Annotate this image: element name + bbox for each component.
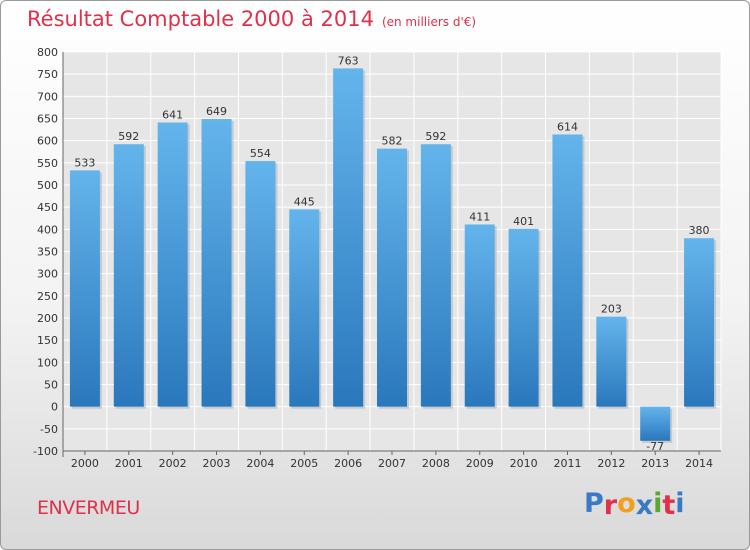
bar-value-label: 533 <box>74 156 95 169</box>
bar-2006 <box>333 68 364 407</box>
bar-2010 <box>508 228 539 407</box>
logo-letter: i <box>675 488 685 519</box>
y-tick-label: 50 <box>44 379 58 392</box>
y-tick-label: 100 <box>37 356 58 369</box>
x-tick-label: 2000 <box>71 457 99 470</box>
y-tick-label: 150 <box>37 334 58 347</box>
x-tick-label: 2007 <box>378 457 406 470</box>
chart-title-text: Résultat Comptable 2000 à 2014 <box>27 7 374 31</box>
y-tick-label: 300 <box>37 268 58 281</box>
x-tick-label: 2010 <box>510 457 538 470</box>
logo-letter: P <box>584 488 604 519</box>
x-tick-label: 2001 <box>115 457 143 470</box>
bar-value-label: 411 <box>469 210 490 223</box>
commune-name: ENVERMEU <box>37 497 140 519</box>
y-tick-label: -100 <box>33 445 58 458</box>
x-tick-label: 2014 <box>685 457 713 470</box>
x-tick-label: 2002 <box>159 457 187 470</box>
logo-letter: o <box>617 488 636 519</box>
bar-value-label: 554 <box>250 147 271 160</box>
y-tick-label: 500 <box>37 179 58 192</box>
y-tick-label: 450 <box>37 201 58 214</box>
bars <box>69 68 717 443</box>
bar-2000 <box>69 170 100 407</box>
bar-2008 <box>420 144 451 407</box>
bar-2013 <box>640 406 671 441</box>
bar-2005 <box>289 209 320 407</box>
y-tick-label: 750 <box>37 68 58 81</box>
y-tick-label: 700 <box>37 90 58 103</box>
bar-value-label: 614 <box>557 120 578 133</box>
chart-title: Résultat Comptable 2000 à 2014 (en millie… <box>27 7 476 31</box>
bar-value-label: 203 <box>601 303 622 316</box>
x-tick-label: 2013 <box>641 457 669 470</box>
bar-2009 <box>464 224 495 407</box>
bar-value-label: 641 <box>162 108 183 121</box>
x-tick-label: 2012 <box>597 457 625 470</box>
x-tick-label: 2005 <box>290 457 318 470</box>
x-tick-label: 2004 <box>246 457 274 470</box>
logo-letter: x <box>635 490 654 521</box>
bar-value-label: 592 <box>425 130 446 143</box>
bar-value-label: 380 <box>689 224 710 237</box>
y-tick-label: 200 <box>37 312 58 325</box>
x-tick-label: 2009 <box>466 457 494 470</box>
bar-2003 <box>201 118 232 407</box>
x-tick-label: 2006 <box>334 457 362 470</box>
labels: -100 -50 0 50 100 150 200 250 300 350 400 450 500 550… <box>33 46 713 470</box>
x-tick-label: 2003 <box>203 457 231 470</box>
bar-value-label: 592 <box>118 130 139 143</box>
bar-value-label: 649 <box>206 105 227 118</box>
y-tick-label: 600 <box>37 135 58 148</box>
bar-value-label: 401 <box>513 215 534 228</box>
logo-letter: r <box>603 490 618 521</box>
y-tick-label: 550 <box>37 157 58 170</box>
bar-2014 <box>684 238 715 407</box>
bar-value-label: 582 <box>382 135 403 148</box>
y-tick-label: 350 <box>37 246 58 259</box>
x-tick-label: 2008 <box>422 457 450 470</box>
y-tick-label: -50 <box>40 423 58 436</box>
bar-2001 <box>113 144 144 407</box>
bar-2004 <box>245 161 276 407</box>
bar-2012 <box>596 316 627 407</box>
proxiti-logo: Proxiti <box>584 488 685 521</box>
y-tick-label: 800 <box>37 46 58 59</box>
bar-2011 <box>552 134 583 407</box>
y-tick-label: 250 <box>37 290 58 303</box>
bar-2007 <box>377 148 407 407</box>
bar-value-label: 445 <box>294 195 315 208</box>
axes <box>62 52 721 457</box>
y-tick-label: 650 <box>37 113 58 126</box>
bar-value-label: -77 <box>646 440 664 453</box>
bar-2002 <box>157 122 188 407</box>
chart-subtitle: (en milliers d'€) <box>381 15 477 29</box>
y-tick-label: 400 <box>37 223 58 236</box>
x-tick-label: 2011 <box>553 457 581 470</box>
bar-value-label: 763 <box>338 54 359 67</box>
logo-letter: t <box>662 490 676 521</box>
logo-letter: i <box>653 488 663 519</box>
y-tick-label: 0 <box>51 401 58 414</box>
